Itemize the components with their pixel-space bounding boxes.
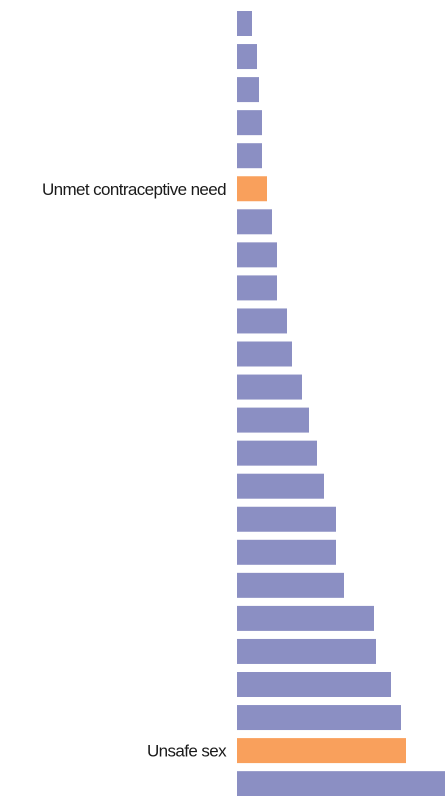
bar: [237, 638, 376, 664]
bar: [237, 242, 277, 268]
bar-label: Unsafe sex: [147, 742, 227, 761]
bar: [237, 440, 317, 466]
bar-label: Unmet contraceptive need: [42, 180, 226, 199]
bar: [237, 143, 262, 169]
bar: [237, 506, 336, 532]
bar: [237, 572, 344, 598]
bar: [237, 407, 309, 433]
bar: [237, 771, 445, 796]
bar: [237, 77, 259, 103]
bar-highlighted: [237, 176, 267, 202]
bar: [237, 705, 401, 731]
bar: [237, 11, 252, 36]
bar: [237, 308, 287, 334]
bar: [237, 672, 391, 697]
bar: [237, 605, 374, 631]
bars-group: [237, 11, 445, 796]
bar-labels-group: Unmet contraceptive need Unsafe sex: [42, 180, 228, 761]
bar: [237, 209, 272, 235]
bar: [237, 539, 336, 565]
bar: [237, 44, 257, 70]
bar: [237, 110, 262, 136]
bar-highlighted: [237, 738, 406, 764]
bar: [237, 275, 277, 301]
bar: [237, 341, 292, 367]
bar: [237, 473, 324, 499]
bar: [237, 374, 302, 400]
